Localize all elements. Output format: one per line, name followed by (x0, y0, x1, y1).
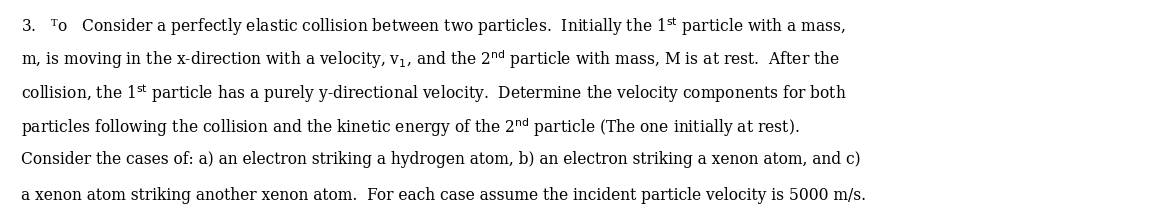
Text: collision, the 1$^{\mathrm{st}}$ particle has a purely y-directional velocity.  : collision, the 1$^{\mathrm{st}}$ particl… (21, 83, 846, 105)
Text: a xenon atom striking another xenon atom.  For each case assume the incident par: a xenon atom striking another xenon atom… (21, 187, 866, 204)
Text: 3.   ᵀᴏ   Consider a perfectly elastic collision between two particles.  Initial: 3. ᵀᴏ Consider a perfectly elastic colli… (21, 15, 846, 38)
Text: m, is moving in the x-direction with a velocity, v$_{\mathrm{1}}$, and the 2$^{\: m, is moving in the x-direction with a v… (21, 49, 841, 71)
Text: particles following the collision and the kinetic energy of the 2$^{\mathrm{nd}}: particles following the collision and th… (21, 117, 799, 139)
Text: Consider the cases of: a) an electron striking a hydrogen atom, b) an electron s: Consider the cases of: a) an electron st… (21, 151, 861, 167)
